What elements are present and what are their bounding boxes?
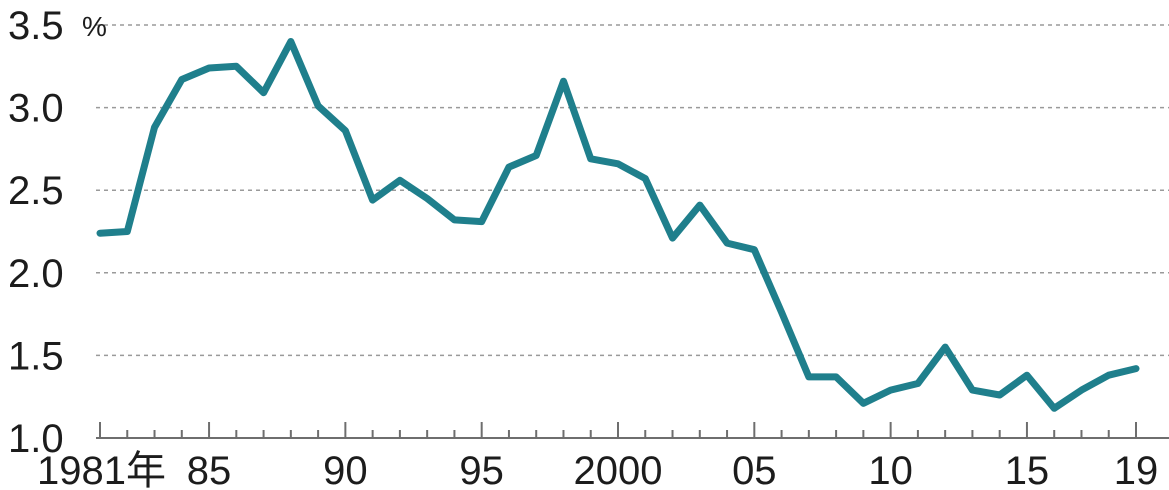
y-tick-label: 3.0	[8, 87, 64, 131]
y-unit-label: %	[82, 11, 107, 42]
x-tick-label: 15	[1005, 449, 1050, 490]
x-tick-label: 19	[1114, 449, 1159, 490]
grid-lines	[96, 24, 1169, 357]
x-tick-label: 05	[732, 449, 777, 490]
y-tick-label: 1.5	[8, 334, 64, 378]
series-line	[96, 38, 1140, 412]
y-tick-label: 1.0	[8, 417, 64, 461]
y-tick-label: 3.5	[8, 4, 64, 48]
x-axis	[96, 422, 1169, 439]
x-tick-label: 90	[323, 449, 368, 490]
x-tick-label: 85	[187, 449, 232, 490]
series-group	[96, 38, 1140, 412]
x-tick-label: 2000	[574, 449, 663, 490]
y-tick-label: 2.0	[8, 252, 64, 296]
x-tick-labels: 1981年 85 90 95 2000 05 10 15 19	[37, 449, 1158, 490]
x-tick-label: 95	[459, 449, 504, 490]
x-tick-label: 1981年	[37, 449, 166, 490]
y-tick-labels: 1.0 1.5 2.0 2.5 3.0 3.5	[8, 4, 64, 461]
x-tick-label: 10	[868, 449, 913, 490]
y-tick-label: 2.5	[8, 169, 64, 213]
